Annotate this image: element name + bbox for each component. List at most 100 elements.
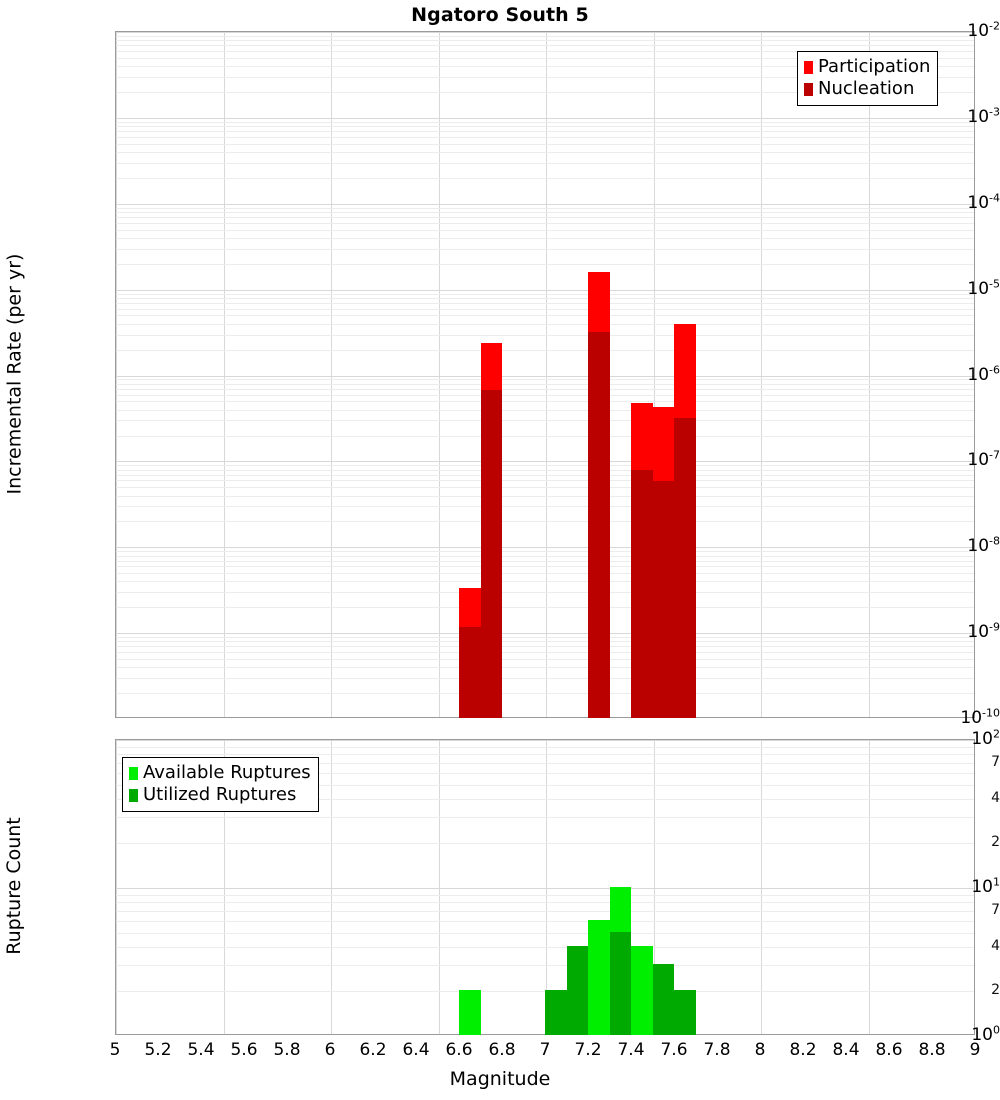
x-gridline: [868, 740, 870, 1034]
x-tick-label: 5.2: [144, 1040, 172, 1060]
legend-label: Nucleation: [818, 78, 915, 99]
x-tick-label: 8: [754, 1040, 766, 1060]
y-gridline-minor: [116, 217, 974, 219]
y-tick-label: 10-10: [960, 706, 1000, 728]
y-tick-label: 10-2: [967, 19, 1000, 41]
y-gridline-minor: [116, 435, 974, 437]
y-gridline-minor: [116, 843, 974, 845]
y-gridline-minor: [116, 51, 974, 53]
y-gridline-minor: [116, 409, 974, 411]
utilized-ruptures-bar-fill: [652, 964, 674, 1035]
nucleation-bar-fill: [674, 418, 696, 718]
available-ruptures-bar-fill: [631, 945, 653, 1035]
legend-swatch-available-ruptures-icon: [129, 766, 138, 780]
legend-label: Utilized Ruptures: [143, 784, 297, 805]
y-tick-label: 10-3: [967, 105, 1000, 127]
available-ruptures-bar-fill: [459, 990, 481, 1035]
y-gridline-minor: [116, 592, 974, 594]
y-gridline-minor: [116, 658, 974, 660]
participation-bar: [459, 587, 481, 718]
y-gridline-minor: [116, 297, 974, 299]
y-gridline-minor: [116, 177, 974, 179]
available-ruptures-bar-fill: [588, 919, 610, 1035]
x-tick-label: 5.6: [230, 1040, 258, 1060]
x-gridline: [761, 32, 762, 717]
y-gridline-major: [116, 633, 974, 635]
legend-label: Participation: [818, 56, 931, 77]
y-gridline-minor: [116, 920, 974, 922]
y-gridline-minor: [116, 667, 974, 669]
y-gridline-minor: [116, 293, 974, 295]
y-gridline-minor: [116, 334, 974, 336]
y-tick-label-minor: 4: [991, 937, 1000, 954]
y-gridline-minor: [116, 308, 974, 310]
legend-item: Utilized Ruptures: [129, 784, 311, 806]
y-tick-label-minor: 2: [991, 982, 1000, 999]
y-gridline-minor: [116, 152, 974, 154]
y-gridline-minor: [116, 383, 974, 385]
y-gridline-minor: [116, 965, 974, 967]
x-tick-label: 8.8: [918, 1040, 946, 1060]
utilized-ruptures-bar-fill: [609, 931, 631, 1035]
y-gridline-minor: [116, 92, 974, 94]
available-ruptures-bar: [609, 887, 631, 1035]
top-panel-y-axis-title: Incremental Rate (per yr): [3, 253, 25, 494]
y-gridline-minor: [116, 388, 974, 390]
y-gridline-major: [116, 375, 974, 377]
y-gridline-minor: [116, 302, 974, 304]
y-tick-label-minor: 7: [991, 753, 1000, 770]
y-tick-label-minor: 7: [991, 901, 1000, 918]
y-gridline-major: [116, 740, 974, 741]
y-gridline-minor: [116, 401, 974, 403]
x-gridline: [653, 740, 655, 1034]
y-gridline-minor: [116, 754, 974, 756]
y-tick-label-minor: 4: [991, 789, 1000, 806]
x-tick-label: 7.8: [703, 1040, 731, 1060]
y-gridline-major: [116, 203, 974, 205]
available-ruptures-bar: [674, 990, 696, 1035]
y-gridline-minor: [116, 207, 974, 209]
legend-item: Available Ruptures: [129, 762, 311, 784]
y-gridline-minor: [116, 237, 974, 239]
x-tick-label: 8.2: [789, 1040, 817, 1060]
y-gridline-minor: [116, 607, 974, 609]
available-ruptures-bar: [588, 919, 610, 1035]
x-tick-label: 6.8: [488, 1040, 516, 1060]
y-gridline-minor: [116, 772, 974, 774]
y-gridline-minor: [116, 263, 974, 265]
legend-swatch-nucleation-icon: [804, 82, 813, 96]
y-gridline-minor: [116, 379, 974, 381]
y-gridline-minor: [116, 506, 974, 508]
x-tick-label: 7.6: [660, 1040, 688, 1060]
y-gridline-minor: [116, 495, 974, 497]
x-gridline: [761, 740, 762, 1034]
participation-bar: [480, 343, 502, 718]
x-gridline: [223, 32, 225, 717]
x-gridline: [438, 32, 440, 717]
y-gridline-minor: [116, 469, 974, 471]
available-ruptures-bar: [652, 964, 674, 1035]
legend-swatch-utilized-ruptures-icon: [129, 788, 138, 802]
y-gridline-minor: [116, 121, 974, 123]
x-tick-label: 6: [324, 1040, 336, 1060]
x-gridline: [653, 32, 655, 717]
x-tick-label: 7.2: [574, 1040, 602, 1060]
y-gridline-minor: [116, 162, 974, 164]
nucleation-bar-fill: [480, 389, 502, 718]
x-gridline: [868, 32, 870, 717]
y-gridline-minor: [116, 487, 974, 489]
x-tick-label: 6.6: [445, 1040, 473, 1060]
y-tick-label: 10-6: [967, 362, 1000, 385]
page-title: Ngatoro South 5: [411, 4, 589, 26]
y-gridline-minor: [116, 784, 974, 786]
y-gridline-minor: [116, 40, 974, 42]
y-gridline-minor: [116, 566, 974, 568]
y-gridline-major: [116, 461, 974, 463]
y-gridline-major: [116, 32, 974, 33]
y-gridline-minor: [116, 136, 974, 138]
y-gridline-minor: [116, 560, 974, 562]
y-gridline-major: [116, 117, 974, 119]
bottom-panel-legend: Available Ruptures Utilized Ruptures: [122, 757, 319, 812]
y-gridline-minor: [116, 474, 974, 476]
y-gridline-minor: [116, 746, 974, 748]
